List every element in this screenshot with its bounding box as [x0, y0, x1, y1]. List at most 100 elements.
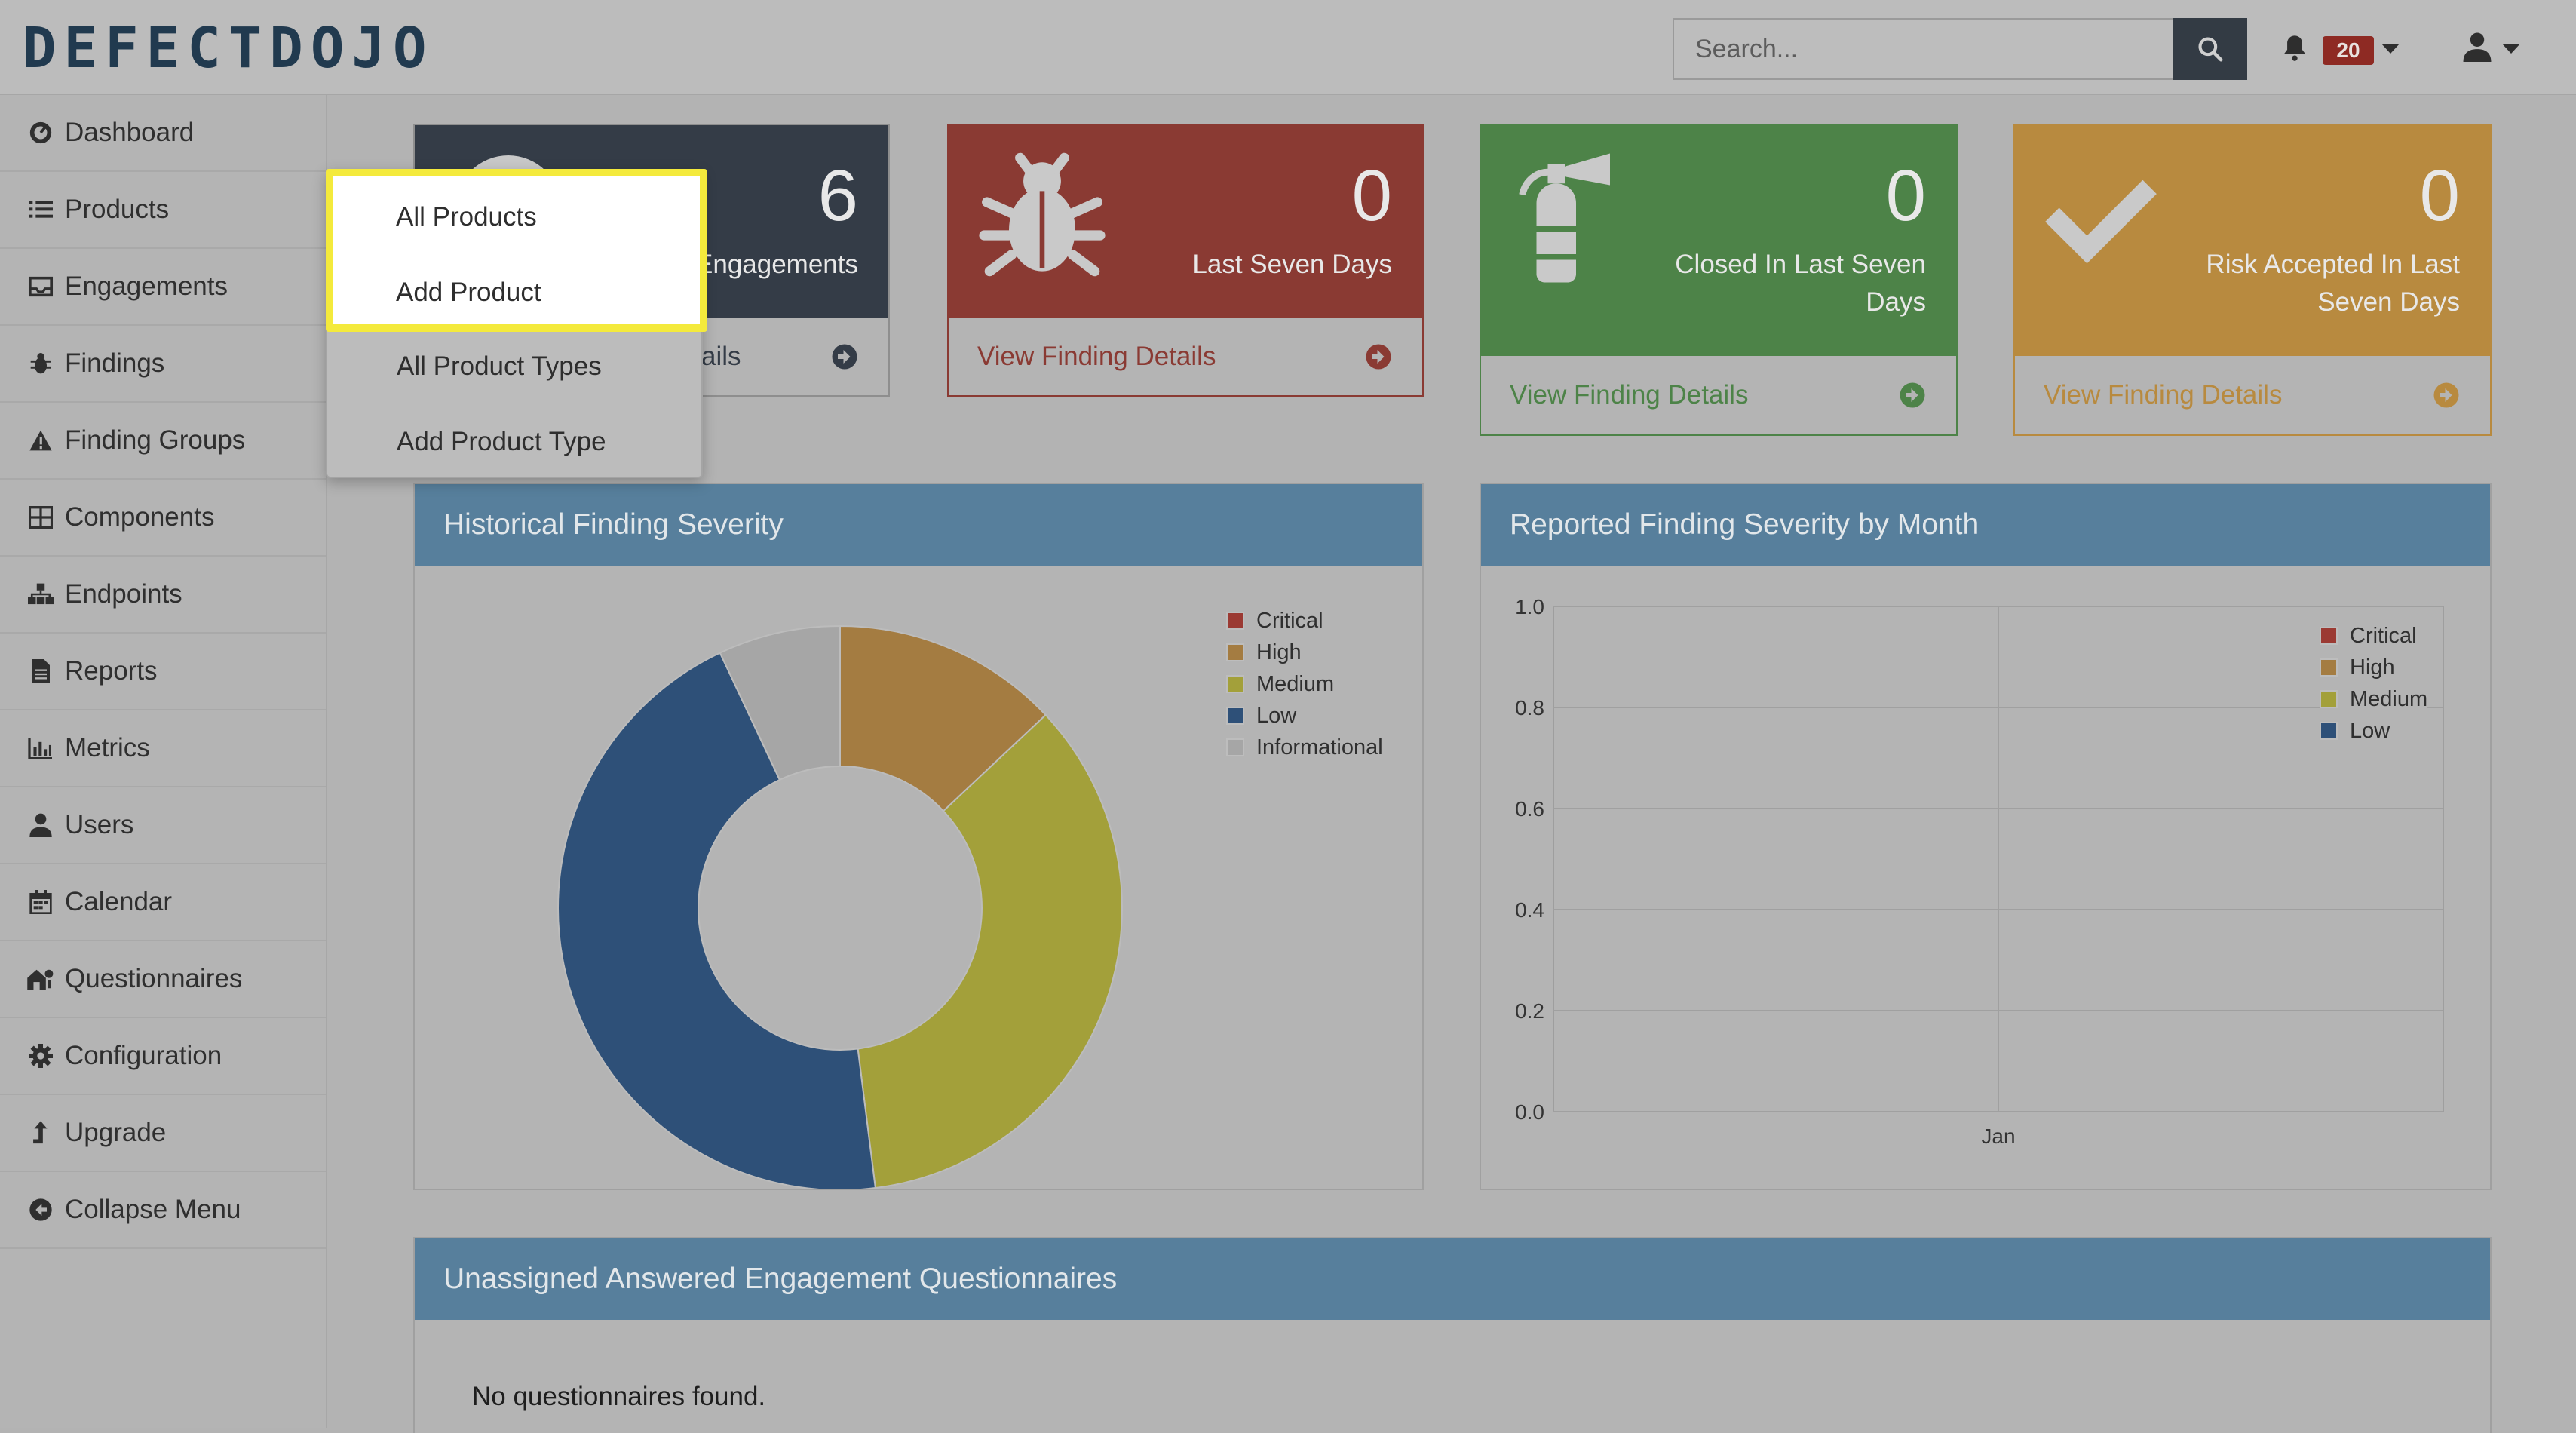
upgrade-arrow-icon	[27, 1119, 54, 1146]
menu-item-all-products[interactable]: All Products	[396, 202, 537, 232]
bar-chart-icon	[27, 735, 54, 762]
view-finding-details-link: View Finding Details	[2044, 380, 2283, 410]
legend-item-medium[interactable]: Medium	[2320, 683, 2427, 715]
y-tick-label: 1.0	[1515, 595, 1544, 618]
sitemap-icon	[27, 581, 54, 608]
bell-icon[interactable]	[2282, 33, 2308, 62]
warning-icon	[27, 427, 54, 454]
y-tick-label: 0.2	[1515, 999, 1544, 1023]
monthly-severity-title: Reported Finding Severity by Month	[1481, 484, 2490, 566]
historical-severity-donut-chart	[557, 624, 1123, 1189]
sidebar-item-label: Engagements	[65, 272, 228, 301]
user-menu-icon[interactable]	[2463, 32, 2492, 62]
view-finding-details-link: View Finding Details	[977, 342, 1216, 371]
menu-item-add-product[interactable]: Add Product	[396, 278, 541, 307]
sidebar-item-label: Upgrade	[65, 1118, 167, 1147]
legend-item-informational[interactable]: Informational	[1226, 732, 1383, 763]
donut-slice-low[interactable]	[557, 652, 876, 1189]
search-input[interactable]	[1673, 18, 2175, 80]
risk-accepted-details-link[interactable]: View Finding Details	[2015, 356, 2490, 434]
legend-label: Low	[1256, 703, 1297, 728]
user-icon	[27, 812, 54, 839]
legend-label: Medium	[2350, 686, 2428, 711]
sidebar-item-label: Users	[65, 810, 134, 839]
dashboard-icon	[27, 119, 54, 146]
donut-slice-medium[interactable]	[857, 713, 1123, 1189]
legend-item-low[interactable]: Low	[2320, 715, 2427, 747]
highlighted-menu-region: All Products Add Product	[326, 169, 707, 332]
closed-details-link[interactable]: View Finding Details	[1481, 356, 1956, 434]
legend-item-critical[interactable]: Critical	[1226, 605, 1383, 637]
closed-last-seven-days-header: 0 Closed In Last Seven Days	[1481, 125, 1956, 357]
legend-label: Medium	[1256, 671, 1335, 696]
legend-swatch	[2320, 627, 2338, 645]
legend-item-low[interactable]: Low	[1226, 700, 1383, 732]
historical-severity-panel: Historical Finding Severity Critical Hig…	[413, 483, 1424, 1190]
risk-accepted-tile: 0 Risk Accepted In Last Seven Days View …	[2013, 124, 2492, 436]
y-tick-label: 0.0	[1515, 1100, 1544, 1124]
sidebar-item-label: Collapse Menu	[65, 1195, 241, 1224]
user-menu-chevron-down-icon[interactable]	[2502, 44, 2520, 54]
sidebar-item-configuration[interactable]: Configuration	[0, 1018, 326, 1095]
legend-item-medium[interactable]: Medium	[1226, 668, 1383, 700]
legend-item-high[interactable]: High	[1226, 637, 1383, 668]
sidebar-item-components[interactable]: Components	[0, 480, 326, 557]
risk-accepted-label-line2: Seven Days	[2317, 287, 2460, 317]
risk-accepted-header: 0 Risk Accepted In Last Seven Days	[2015, 125, 2490, 357]
y-tick-label: 0.4	[1515, 898, 1544, 922]
notification-count-badge[interactable]: 20	[2323, 36, 2374, 65]
sidebar-item-metrics[interactable]: Metrics	[0, 710, 326, 787]
sidebar-item-upgrade[interactable]: Upgrade	[0, 1095, 326, 1172]
defectdojo-logo[interactable]: DEFECTDOJO	[23, 20, 434, 76]
last-seven-days-details-link[interactable]: View Finding Details	[949, 318, 1422, 395]
engagements-count: 6	[817, 155, 858, 236]
sidebar-item-products[interactable]: Products	[0, 172, 326, 249]
sidebar-item-questionnaires[interactable]: Questionnaires	[0, 941, 326, 1018]
legend-swatch	[1226, 643, 1244, 661]
last-seven-days-count: 0	[1351, 155, 1392, 236]
questionnaires-panel: Unassigned Answered Engagement Questionn…	[413, 1237, 2492, 1433]
legend-swatch	[1226, 707, 1244, 725]
closed-last-seven-days-tile: 0 Closed In Last Seven Days View Finding…	[1480, 124, 1958, 436]
sidebar-item-collapse-menu[interactable]: Collapse Menu	[0, 1172, 326, 1249]
view-finding-details-link: View Finding Details	[1510, 380, 1749, 410]
sidebar-item-engagements[interactable]: Engagements	[0, 249, 326, 326]
last-seven-days-header: 0 Last Seven Days	[949, 125, 1422, 320]
menu-item-all-product-types[interactable]: All Product Types	[397, 351, 602, 381]
sidebar-item-label: Calendar	[65, 887, 173, 916]
legend-swatch	[1226, 738, 1244, 756]
legend-label: High	[2350, 655, 2395, 680]
sidebar-item-label: Configuration	[65, 1041, 222, 1070]
questionnaire-icon	[27, 965, 54, 993]
donut-slice-informational[interactable]	[719, 624, 841, 781]
sidebar-item-endpoints[interactable]: Endpoints	[0, 557, 326, 634]
sidebar-item-label: Metrics	[65, 733, 150, 763]
sidebar-item-label: Dashboard	[65, 118, 195, 147]
sidebar: Dashboard Products Engagements Findings …	[0, 95, 327, 1428]
gear-icon	[27, 1042, 54, 1069]
sidebar-item-calendar[interactable]: Calendar	[0, 864, 326, 941]
monthly-severity-line-chart: 1.0 0.8 0.6 0.4 0.2 0.0 Jan	[1515, 595, 2444, 1148]
notifications-chevron-down-icon[interactable]	[2381, 44, 2400, 54]
legend-item-high[interactable]: High	[2320, 652, 2427, 683]
sidebar-item-reports[interactable]: Reports	[0, 634, 326, 710]
legend-label: Low	[2350, 718, 2390, 743]
sidebar-item-findings[interactable]: Findings	[0, 326, 326, 403]
sidebar-item-dashboard[interactable]: Dashboard	[0, 95, 326, 172]
closed-count: 0	[1885, 155, 1926, 236]
top-navbar: DEFECTDOJO 20	[0, 0, 2576, 95]
sidebar-item-finding-groups[interactable]: Finding Groups	[0, 403, 326, 480]
arrow-circle-right-icon	[1900, 382, 1925, 408]
monthly-severity-legend: Critical High Medium Low	[2320, 620, 2428, 747]
x-tick-label: Jan	[1981, 1125, 2015, 1148]
sidebar-item-users[interactable]: Users	[0, 787, 326, 864]
search-button[interactable]	[2173, 18, 2247, 80]
search-icon	[2198, 37, 2223, 62]
donut-slice-high[interactable]	[839, 624, 1047, 812]
calendar-icon	[27, 888, 54, 916]
table-icon	[27, 504, 54, 531]
menu-item-add-product-type[interactable]: Add Product Type	[397, 427, 606, 456]
legend-item-critical[interactable]: Critical	[2320, 620, 2427, 652]
legend-swatch	[1226, 675, 1244, 693]
